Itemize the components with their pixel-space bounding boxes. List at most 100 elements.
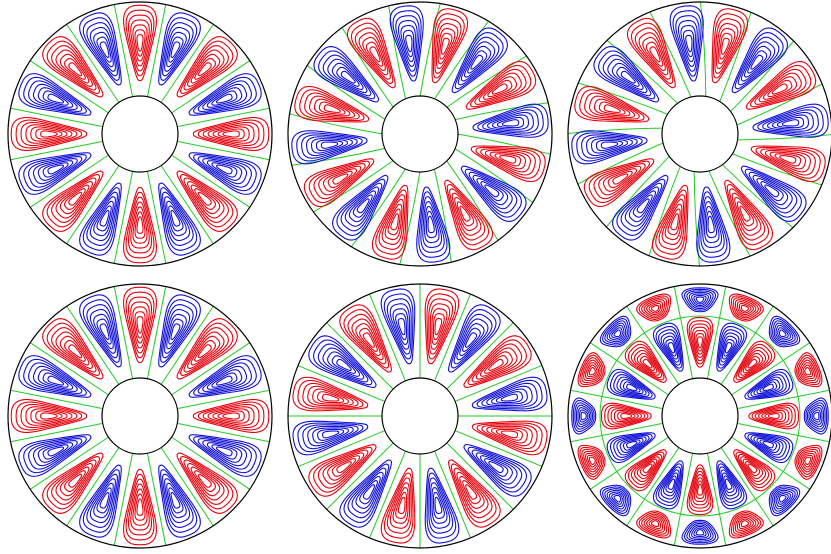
contour xyxy=(469,64,532,108)
contour xyxy=(607,58,648,94)
contour xyxy=(593,163,646,200)
panel-5 xyxy=(287,283,553,549)
negative-lobe xyxy=(744,368,794,400)
contour xyxy=(462,480,481,505)
contour xyxy=(475,347,518,380)
contour xyxy=(467,446,527,493)
contour xyxy=(158,464,201,538)
contour xyxy=(186,180,225,219)
contour xyxy=(30,126,68,142)
contour xyxy=(160,469,198,533)
contour xyxy=(484,149,531,173)
contour xyxy=(344,186,380,227)
contour xyxy=(89,26,116,72)
contour xyxy=(574,402,594,430)
contour xyxy=(491,427,528,444)
contour xyxy=(134,211,146,239)
contour xyxy=(488,358,504,371)
contour xyxy=(343,309,390,369)
contour xyxy=(46,455,101,510)
contour xyxy=(577,444,606,480)
contour xyxy=(487,111,534,132)
contour xyxy=(197,62,212,77)
contour xyxy=(460,165,527,222)
contour xyxy=(693,477,707,503)
contour xyxy=(750,145,826,183)
contour xyxy=(685,34,693,53)
contour xyxy=(23,76,87,114)
contour xyxy=(68,191,83,206)
contour xyxy=(395,15,420,72)
contour xyxy=(46,322,101,377)
contour xyxy=(487,79,513,98)
negative-lobe xyxy=(158,12,201,86)
contour xyxy=(306,136,353,157)
contour xyxy=(183,45,229,91)
contour xyxy=(645,41,664,67)
contour xyxy=(89,196,116,242)
contour xyxy=(613,409,639,423)
contour xyxy=(661,198,685,245)
contour xyxy=(429,303,451,350)
contour xyxy=(747,463,758,474)
contour xyxy=(215,446,233,457)
contour xyxy=(609,371,653,399)
nodal-line xyxy=(589,342,669,396)
contour xyxy=(346,17,396,89)
contour xyxy=(188,434,262,477)
contour xyxy=(82,17,120,81)
contour xyxy=(321,430,340,439)
contour xyxy=(639,461,655,477)
contour xyxy=(491,388,528,405)
nodal-line xyxy=(10,140,103,161)
nodal-line xyxy=(66,165,120,245)
contour xyxy=(420,196,445,253)
contour xyxy=(616,376,647,396)
nodal-line xyxy=(29,154,109,208)
contour xyxy=(638,295,670,320)
contour xyxy=(356,198,370,214)
negative-lobe xyxy=(389,5,424,82)
contour xyxy=(313,98,351,117)
contour xyxy=(217,128,245,140)
contour xyxy=(754,68,807,105)
nodal-line xyxy=(351,168,406,248)
positive-lobe xyxy=(728,510,764,539)
contour xyxy=(744,168,802,218)
nodal-line xyxy=(731,436,811,490)
contour xyxy=(740,41,776,82)
negative-lobe xyxy=(612,174,669,241)
nodal-line xyxy=(146,171,167,264)
contour xyxy=(192,399,270,433)
nodal-line xyxy=(720,447,774,527)
contour xyxy=(32,365,78,392)
contour xyxy=(593,98,631,117)
contour xyxy=(463,443,532,497)
contour xyxy=(488,461,504,474)
contour xyxy=(810,407,823,425)
contour xyxy=(719,32,733,60)
contour xyxy=(770,486,798,514)
contour xyxy=(602,168,638,192)
contour xyxy=(354,27,391,80)
contour xyxy=(318,165,362,196)
contour xyxy=(794,444,823,480)
contour xyxy=(339,459,393,528)
contour xyxy=(581,448,603,475)
contour xyxy=(193,358,257,396)
contour xyxy=(428,298,454,355)
contour xyxy=(636,458,658,480)
contour xyxy=(748,402,800,430)
contour xyxy=(206,87,243,108)
contour xyxy=(736,516,754,531)
contour xyxy=(431,487,448,524)
outer-boundary xyxy=(567,283,831,549)
contour xyxy=(93,31,114,68)
contour xyxy=(803,397,829,435)
positive-lobe xyxy=(292,376,369,412)
contour xyxy=(588,160,651,204)
positive-lobe xyxy=(371,184,409,260)
contour xyxy=(624,340,667,383)
contour xyxy=(193,154,257,192)
